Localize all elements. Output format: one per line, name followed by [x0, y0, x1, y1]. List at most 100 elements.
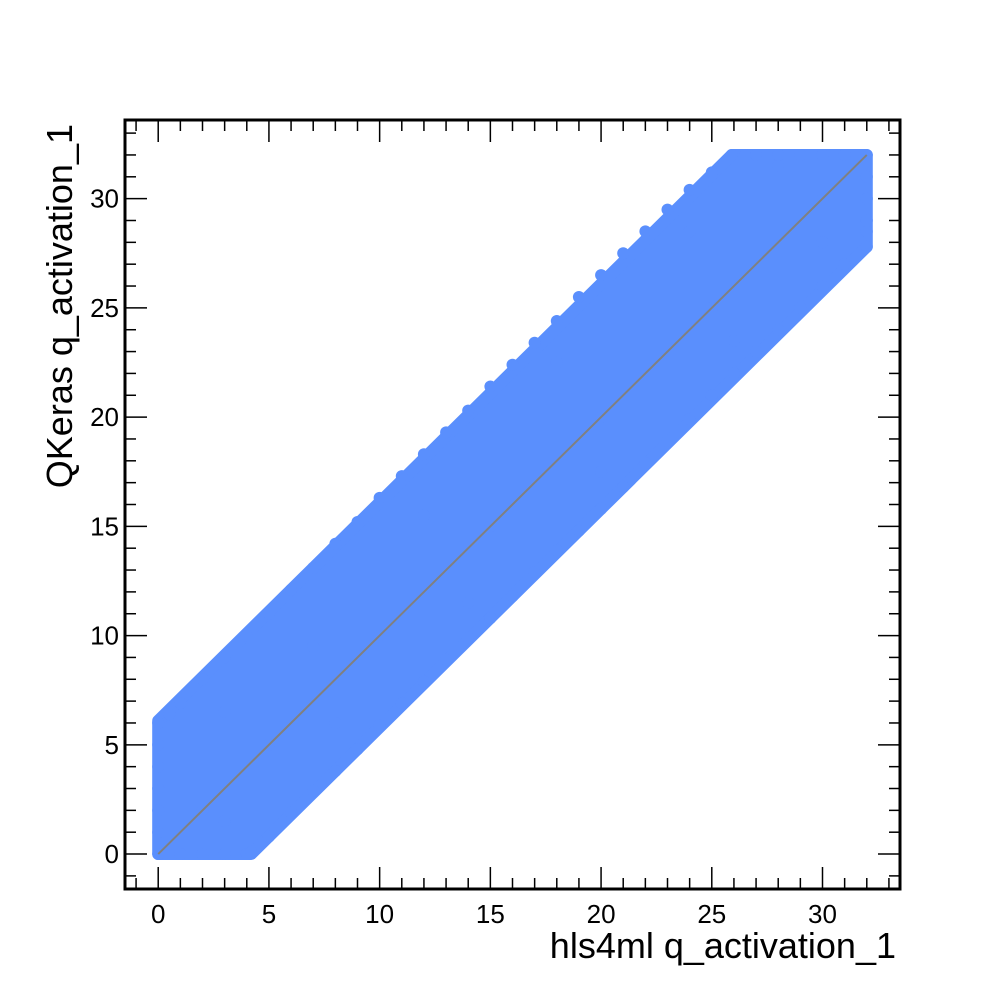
scatter-point — [661, 203, 674, 216]
scatter-point — [595, 269, 608, 282]
scatter-point — [152, 782, 165, 795]
scatter-point — [772, 159, 785, 172]
scatter-point — [683, 225, 696, 238]
scatter-point — [462, 596, 475, 609]
reference-line — [157, 154, 868, 855]
scatter-point — [838, 258, 851, 271]
scatter-point — [683, 413, 696, 426]
scatter-point — [262, 607, 275, 620]
scatter-point — [550, 315, 563, 327]
scatter-point — [794, 301, 807, 314]
scatter-point — [196, 848, 209, 860]
scatter-point — [860, 225, 873, 238]
scatter-point — [639, 457, 652, 469]
scatter-point — [152, 760, 165, 773]
y-tick-label: 20 — [90, 402, 119, 432]
scatter-point — [661, 435, 674, 448]
scatter-point — [152, 804, 165, 817]
y-tick-label: 10 — [90, 621, 119, 651]
scatter-point — [727, 367, 740, 380]
scatter-point — [550, 544, 563, 557]
scatter-point — [484, 612, 497, 625]
x-tick-label: 20 — [587, 899, 616, 929]
scatter-point — [218, 706, 231, 718]
scatter-point — [307, 640, 320, 653]
scatter-point — [550, 356, 563, 369]
scatter-point — [617, 247, 630, 260]
scatter-point — [772, 149, 785, 161]
scatter-point — [262, 830, 275, 843]
scatter-point — [196, 673, 209, 686]
scatter-point — [218, 815, 231, 828]
scatter-point — [750, 149, 763, 161]
scatter-point — [174, 848, 187, 860]
scatter-point — [727, 334, 740, 347]
scatter-point — [595, 502, 608, 515]
scatter-point — [351, 743, 364, 756]
x-tick-label: 10 — [365, 899, 394, 929]
scatter-point — [174, 697, 187, 710]
y-tick-label: 0 — [105, 839, 119, 869]
y-axis-title: QKeras q_activation_1 — [39, 124, 80, 488]
scatter-point — [417, 448, 430, 461]
scatter-point — [307, 784, 320, 797]
y-tick-label: 25 — [90, 293, 119, 323]
scatter-point — [163, 708, 176, 721]
scatter-point — [506, 358, 519, 371]
scatter-point — [395, 697, 408, 710]
plot-area — [152, 149, 873, 860]
scatter-point — [329, 717, 342, 729]
scatter-point — [683, 183, 696, 196]
scatter-point — [838, 149, 851, 161]
scatter-point — [462, 404, 475, 417]
axis-ticks — [125, 120, 900, 889]
y-tick-label: 30 — [90, 184, 119, 214]
scatter-point — [307, 561, 320, 574]
scatter-point — [152, 738, 165, 751]
x-tick-label: 5 — [262, 899, 276, 929]
scatter-point — [816, 236, 829, 249]
scatter-point — [595, 465, 608, 478]
x-tick-label: 30 — [808, 899, 837, 929]
scatter-point — [152, 826, 165, 839]
scatter-point — [816, 280, 829, 292]
scatter-point — [750, 345, 763, 358]
scatter-point — [373, 719, 386, 732]
scatter-point — [329, 537, 342, 550]
scatter-point — [572, 291, 585, 303]
scatter-point — [794, 149, 807, 161]
scatter-point — [572, 524, 585, 537]
scatter-point — [218, 848, 231, 860]
scatter-point — [617, 481, 630, 493]
scatter-point — [484, 380, 497, 393]
scatter-point — [725, 149, 738, 161]
scatter-point — [218, 651, 231, 664]
scatter-point — [245, 845, 258, 858]
scatter-point — [440, 653, 453, 666]
scatter-point — [528, 336, 541, 349]
scatter-point — [152, 717, 165, 729]
scatter-point — [860, 170, 873, 183]
scatter-point — [285, 583, 298, 596]
scatter-point — [417, 675, 430, 688]
scatter-point — [705, 166, 718, 179]
x-axis-title: hls4ml q_activation_1 — [550, 925, 896, 966]
scatter-point — [329, 765, 342, 777]
y-tick-label: 15 — [90, 511, 119, 541]
x-tick-label: 0 — [151, 899, 165, 929]
scatter-point — [395, 470, 408, 483]
scatter-point — [860, 192, 873, 205]
scatter-point — [528, 566, 541, 579]
x-tick-labels: 0 5 10 15 20 25 30 — [151, 899, 837, 929]
scatter-point — [705, 389, 718, 402]
scatter-point — [506, 590, 519, 603]
scatter-point — [440, 426, 453, 439]
scatter-point — [417, 509, 430, 522]
scatter-point — [739, 149, 751, 161]
x-tick-label: 25 — [697, 899, 726, 929]
scatter-point — [240, 629, 253, 642]
y-tick-label: 5 — [105, 730, 119, 760]
scatter-point — [462, 631, 475, 644]
scatter-point — [639, 225, 652, 238]
